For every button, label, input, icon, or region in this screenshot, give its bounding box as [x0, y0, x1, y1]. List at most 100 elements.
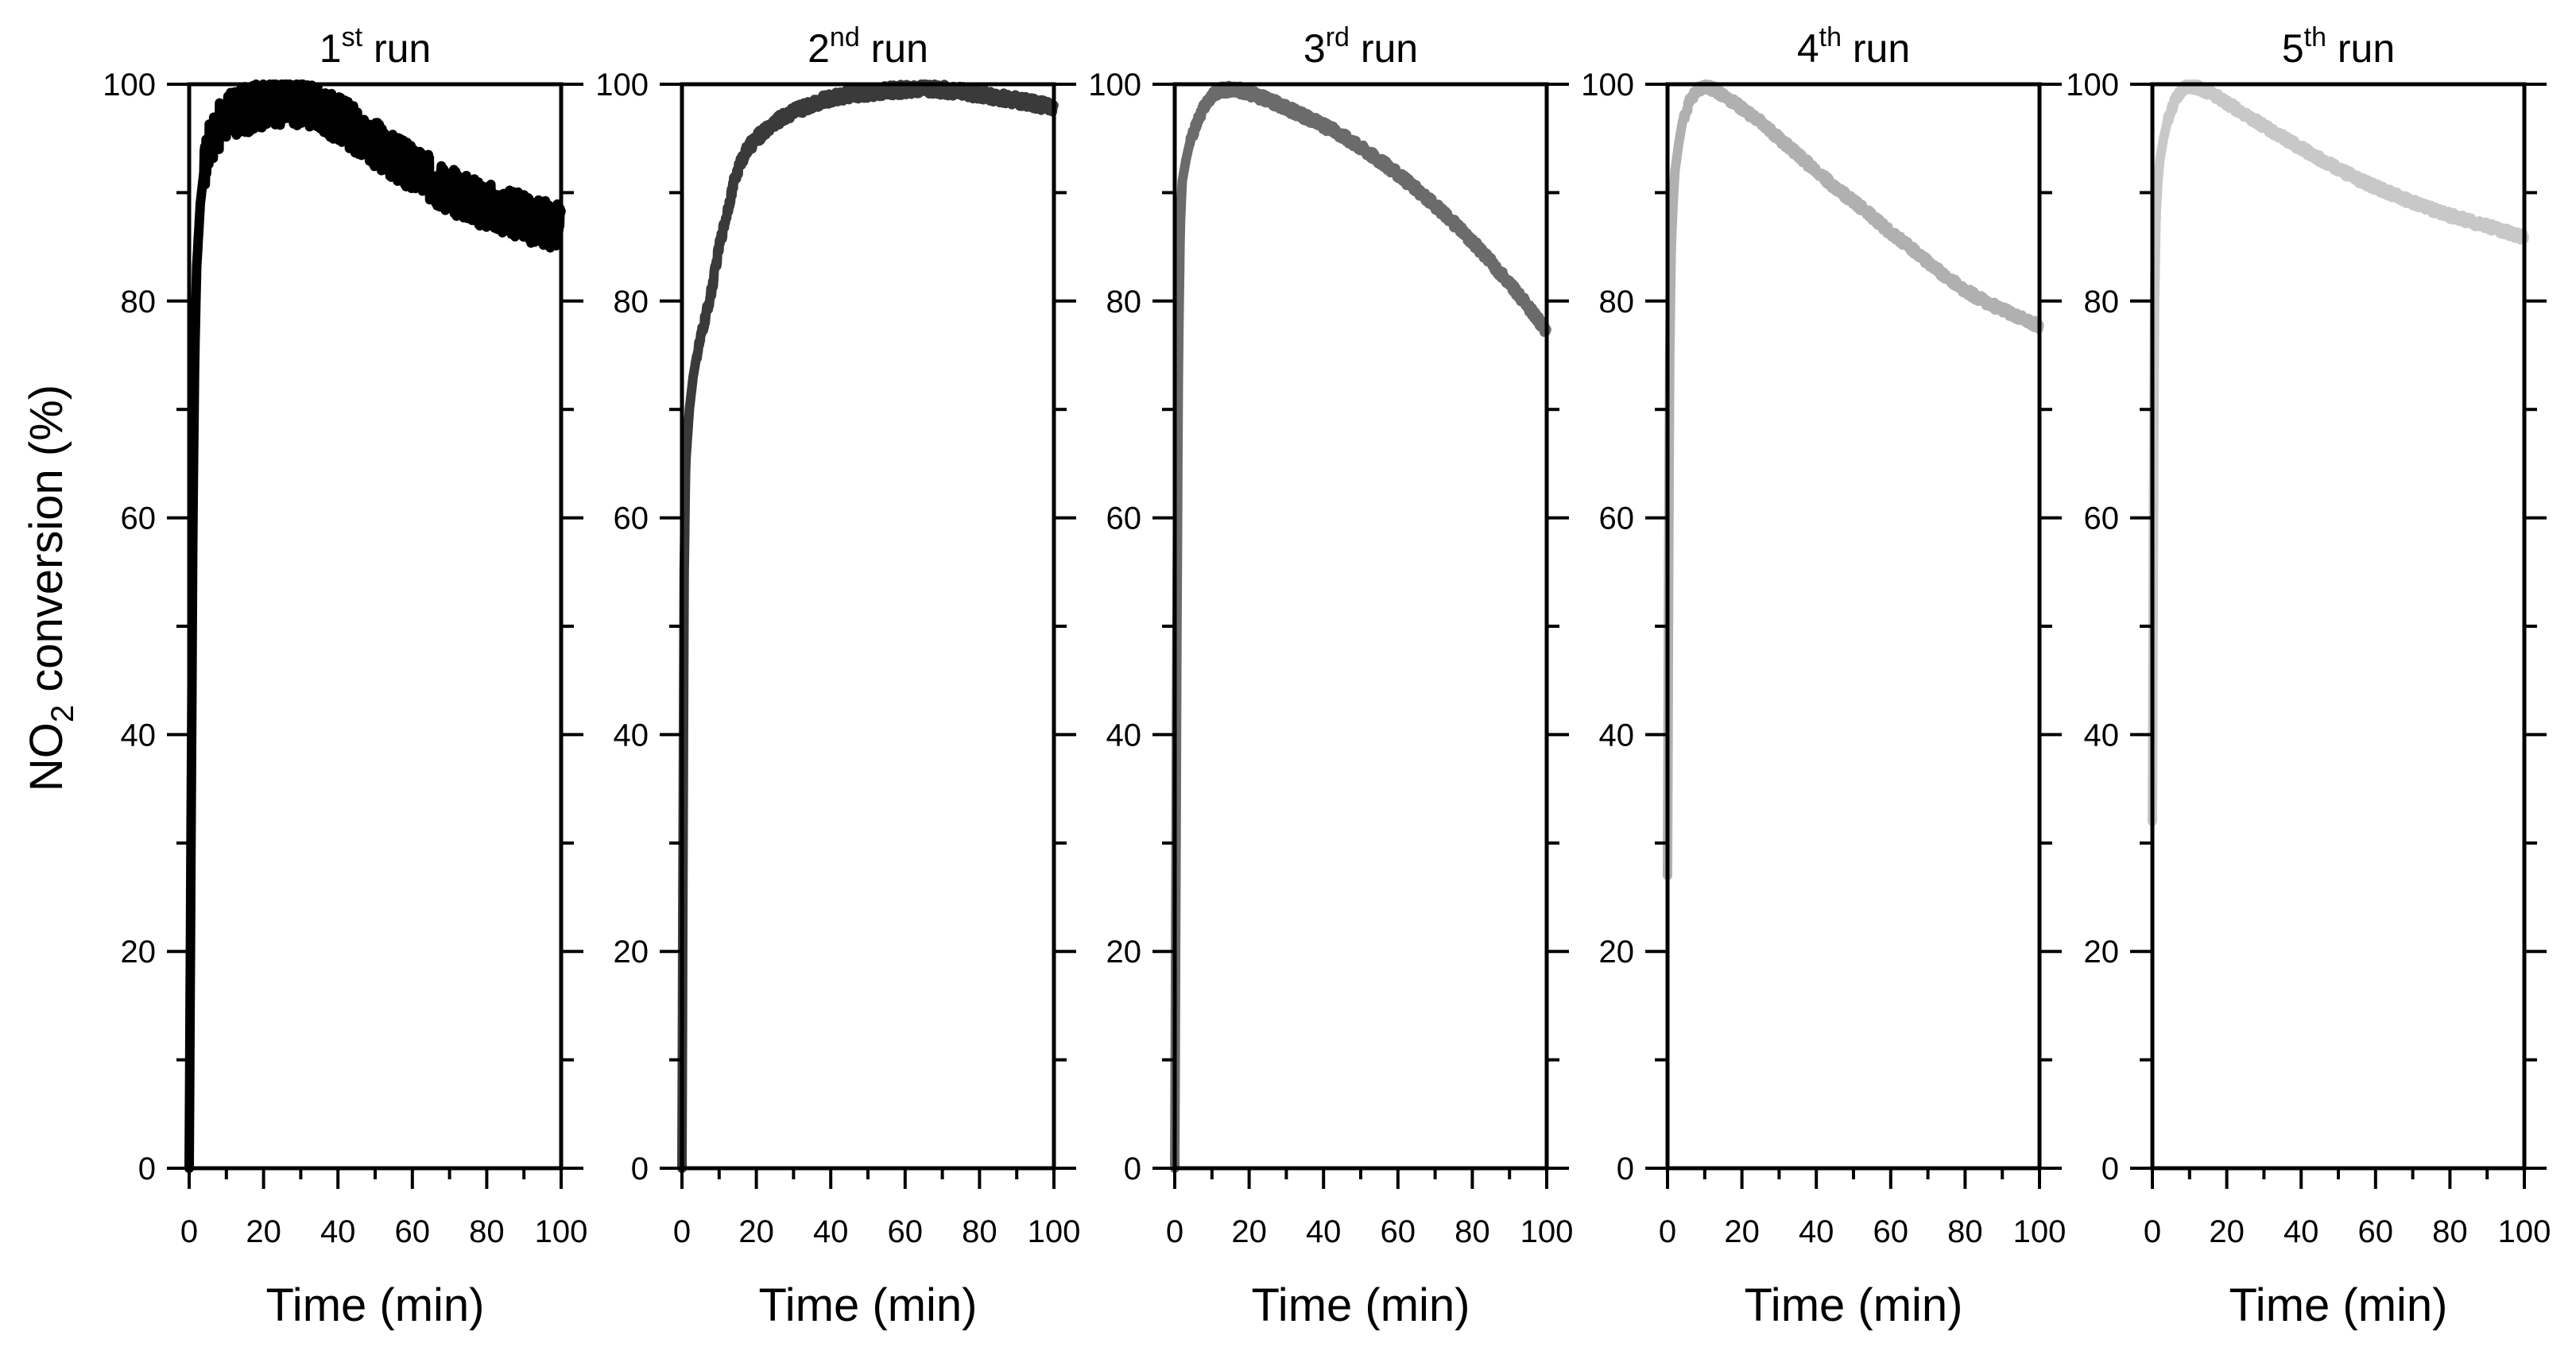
x-tick-label: 20: [1724, 1214, 1760, 1249]
series-line: [1663, 79, 2044, 881]
plot-frame: [2150, 82, 2527, 1171]
y-tick-label: 0: [1617, 1152, 1634, 1186]
y-tick-label: 80: [2084, 285, 2120, 319]
y-tick-label: 40: [1106, 718, 1142, 753]
panel-title-number: 4: [1797, 26, 1819, 71]
y-tick-label: 60: [614, 501, 649, 536]
y-axis-title-rest: conversion (%): [21, 385, 72, 705]
y-tick-label: 80: [121, 285, 157, 319]
panel-5: 5th run 0 20 40 60 80 100 0 20 40 60 80 100 Time (min…: [2066, 22, 2551, 1331]
x-tick-label: 80: [962, 1214, 997, 1249]
plot-frame: [680, 82, 1056, 1171]
panel-title-superscript: rd: [1326, 22, 1350, 52]
panel-title: 5th run: [2282, 22, 2395, 71]
panel-4: 4th run 0 20 40 60 80 100 0 20 40 60 80 100 Time (min…: [1581, 22, 2066, 1331]
x-tick-label: 80: [1455, 1214, 1490, 1249]
y-tick-label: 20: [1106, 935, 1142, 970]
plot-frame: [187, 82, 564, 1171]
x-tick-label: 100: [2498, 1214, 2551, 1249]
y-tick-label: 20: [614, 935, 649, 970]
panel-title-text: run: [362, 26, 431, 71]
x-tick-label: 20: [246, 1214, 281, 1249]
y-tick-label: 0: [631, 1152, 649, 1186]
panel-title-number: 1: [320, 26, 342, 71]
y-tick-label: 40: [614, 718, 649, 753]
y-tick-label: 0: [138, 1152, 156, 1186]
y-tick-label: 100: [2066, 68, 2119, 103]
y-tick-label: 20: [1599, 935, 1635, 970]
x-tick-label: 0: [2144, 1214, 2161, 1249]
x-axis-title: Time (min): [2229, 1279, 2448, 1331]
panel-2: 2nd run 0 20 40 60 80 100 0 20 40 60 80 100 Time (min…: [595, 22, 1080, 1331]
panel-title-number: 3: [1303, 26, 1326, 71]
x-tick-label: 60: [2358, 1214, 2394, 1249]
x-tick-label: 40: [1306, 1214, 1342, 1249]
panel-title-number: 5: [2282, 26, 2304, 71]
y-tick-label: 60: [1599, 501, 1635, 536]
svg-text:NO2 conversion (%): NO2 conversion (%): [21, 385, 80, 792]
y-tick-label: 40: [1599, 718, 1635, 753]
y-tick-label: 100: [1088, 68, 1141, 103]
x-tick-label: 80: [2432, 1214, 2468, 1249]
x-tick-label: 40: [2284, 1214, 2319, 1249]
x-axis-title: Time (min): [759, 1279, 978, 1331]
x-tick-label: 60: [1381, 1214, 1416, 1249]
plot-frame: [1172, 82, 1549, 1171]
y-tick-label: 20: [2084, 935, 2120, 970]
series-line: [1170, 80, 1551, 1173]
panel-title: 1st run: [320, 22, 431, 71]
y-axis-title: NO2 conversion (%): [21, 385, 80, 792]
x-tick-label: 20: [738, 1214, 774, 1249]
x-tick-label: 40: [1799, 1214, 1834, 1249]
panel-title-superscript: th: [2304, 22, 2326, 52]
panel-title-superscript: nd: [830, 22, 860, 52]
x-tick-label: 100: [1520, 1214, 1574, 1249]
x-tick-label: 20: [2209, 1214, 2245, 1249]
x-tick-label: 0: [673, 1214, 691, 1249]
y-tick-label: 40: [121, 718, 157, 753]
series-line: [677, 79, 1059, 1173]
panel-3: 3rd run 0 20 40 60 80 100 0 20 40 60 80 100 Time (min…: [1088, 22, 1573, 1331]
x-tick-label: 0: [180, 1214, 198, 1249]
panel-1: 1st run 0 20 40 60 80 100 0 20 40 60 80 100 Time (min…: [103, 22, 587, 1331]
x-tick-label: 80: [469, 1214, 505, 1249]
plot-frame: [1665, 82, 2042, 1171]
panel-title-text: run: [1842, 26, 1910, 71]
y-axis-title-main: NO: [21, 722, 72, 792]
x-tick-label: 100: [535, 1214, 588, 1249]
x-tick-label: 60: [1873, 1214, 1909, 1249]
y-tick-label: 80: [1599, 285, 1635, 319]
x-tick-label: 20: [1231, 1214, 1267, 1249]
x-tick-label: 100: [1028, 1214, 1081, 1249]
panel-title-number: 2: [808, 26, 830, 71]
y-tick-label: 100: [1581, 68, 1634, 103]
y-axis-title-sub: 2: [45, 705, 80, 722]
panel-title: 4th run: [1797, 22, 1910, 71]
x-tick-label: 0: [1659, 1214, 1676, 1249]
x-tick-label: 100: [2013, 1214, 2067, 1249]
y-tick-label: 0: [1124, 1152, 1141, 1186]
x-tick-label: 40: [320, 1214, 356, 1249]
x-tick-label: 40: [813, 1214, 849, 1249]
x-tick-label: 0: [1166, 1214, 1183, 1249]
y-tick-label: 40: [2084, 718, 2120, 753]
x-axis-title: Time (min): [1745, 1279, 1963, 1331]
panel-title: 2nd run: [808, 22, 928, 71]
panel-title-superscript: th: [1819, 22, 1842, 52]
y-tick-label: 60: [121, 501, 157, 536]
x-axis-title: Time (min): [1252, 1279, 1470, 1331]
x-axis-title: Time (min): [266, 1279, 485, 1331]
series-line: [184, 79, 566, 1173]
x-tick-label: 60: [888, 1214, 924, 1249]
y-tick-label: 60: [2084, 501, 2120, 536]
panel-title-text: run: [2326, 26, 2395, 71]
panel-title-text: run: [1350, 26, 1418, 71]
panel-title: 3rd run: [1303, 22, 1418, 71]
panel-title-text: run: [860, 26, 928, 71]
y-tick-label: 60: [1106, 501, 1142, 536]
panel-title-superscript: st: [342, 22, 363, 52]
x-tick-label: 60: [395, 1214, 431, 1249]
x-tick-label: 80: [1947, 1214, 1983, 1249]
y-tick-label: 80: [1106, 285, 1142, 319]
